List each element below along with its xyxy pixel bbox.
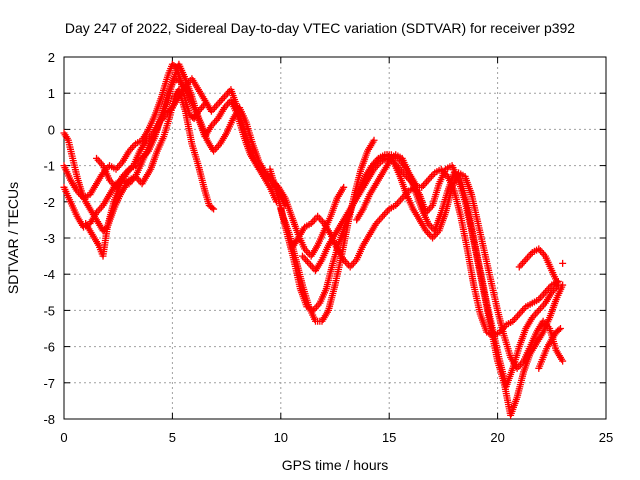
data-point-track-m [556,325,564,332]
y-tick-label: -8 [43,412,55,427]
y-tick-label: 2 [48,50,55,65]
x-tick-label: 20 [490,430,504,445]
data-point-track-m [555,326,563,334]
y-tick-label: -3 [43,231,55,246]
y-tick-label: 1 [48,86,55,101]
y-tick-label: -4 [43,267,55,282]
data-point-track-b [208,204,216,212]
data-point-track-l [554,281,562,289]
y-axis-label: SDTVAR / TECUs [5,181,21,295]
y-tick-label: 0 [48,122,55,137]
x-tick-label: 5 [169,430,176,445]
y-tick-label: -2 [43,195,55,210]
data-point-track-j [559,357,567,365]
y-tick-label: -5 [43,303,55,318]
data-point-track-b [210,205,218,213]
x-tick-label: 15 [382,430,396,445]
x-tick-label: 0 [60,430,67,445]
chart-title: Day 247 of 2022, Sidereal Day-to-day VTE… [64,20,576,36]
x-axis-label: GPS time / hours [281,457,389,473]
data-point-track-e [340,183,348,191]
y-tick-label: -6 [43,340,55,355]
y-tick-label: -1 [43,159,55,174]
x-tick-label: 25 [599,430,613,445]
y-tick-label: -7 [43,376,55,391]
x-tick-label: 10 [274,430,288,445]
data-points [60,60,567,419]
data-point-outlier [559,259,567,267]
data-point-track-f [370,136,378,144]
